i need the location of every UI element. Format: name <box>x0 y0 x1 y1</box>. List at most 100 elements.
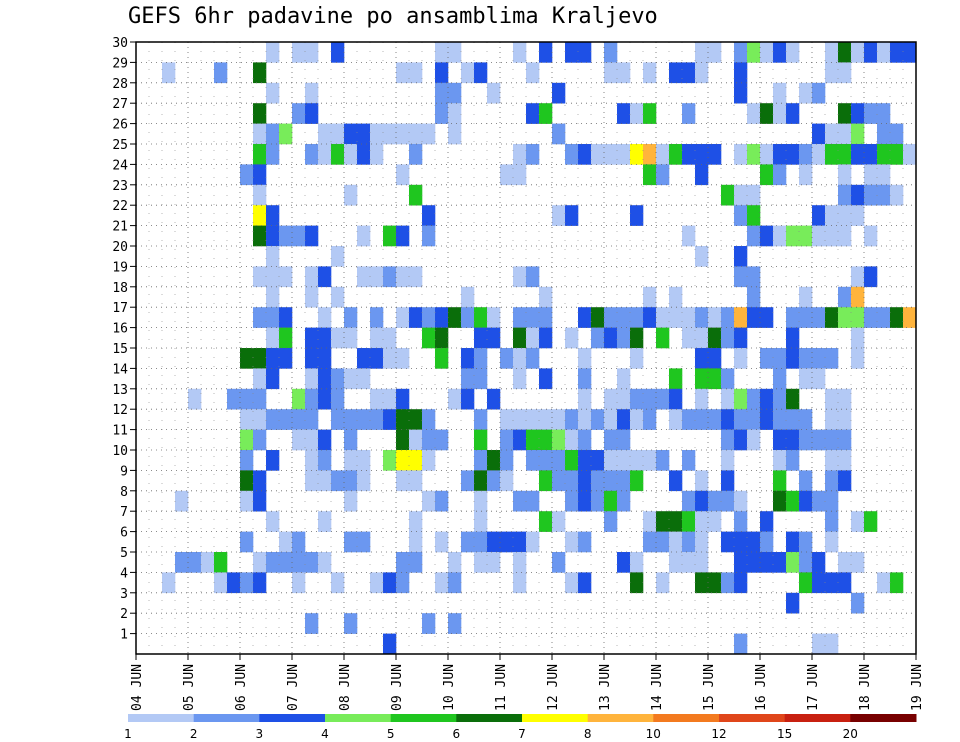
heatmap-cell <box>305 450 319 471</box>
heatmap-cell <box>318 307 332 328</box>
y-tick-label: 20 <box>112 240 128 255</box>
heatmap-cell <box>721 490 735 512</box>
heatmap-cell <box>526 429 540 451</box>
heatmap-cell <box>188 552 202 573</box>
heatmap-cell <box>760 511 774 532</box>
heatmap-cell <box>474 490 488 512</box>
heatmap-cell <box>513 490 527 512</box>
heatmap-cell <box>435 572 449 594</box>
heatmap-cell <box>799 225 813 247</box>
heatmap-cell <box>812 572 826 594</box>
heatmap-cell <box>734 266 748 288</box>
heatmap-cell <box>526 327 540 349</box>
heatmap-cell <box>708 327 722 349</box>
heatmap-cell <box>825 429 839 451</box>
heatmap-cell <box>877 42 891 63</box>
heatmap-cell <box>669 144 683 165</box>
heatmap-cell <box>760 144 774 165</box>
heatmap-cell <box>409 552 423 573</box>
heatmap-cell <box>682 531 696 553</box>
heatmap-cell <box>617 409 631 430</box>
heatmap-cell <box>695 62 709 84</box>
heatmap-cell <box>656 450 670 471</box>
heatmap-cell <box>864 42 878 63</box>
heatmap-cell <box>734 531 748 553</box>
heatmap-cell <box>864 103 878 124</box>
heatmap-cell <box>539 470 553 492</box>
heatmap-cell <box>253 552 267 573</box>
heatmap-cell <box>747 307 761 328</box>
heatmap-cell <box>552 82 566 104</box>
heatmap-cell <box>409 531 423 553</box>
heatmap-cell <box>786 388 800 410</box>
heatmap-cell <box>669 552 683 573</box>
heatmap-cell <box>461 348 475 369</box>
heatmap-cell <box>370 572 384 594</box>
heatmap-cell <box>240 531 254 553</box>
heatmap-cell <box>565 429 579 451</box>
heatmap-cell <box>812 552 826 573</box>
heatmap-cell <box>565 42 579 63</box>
heatmap-cell <box>266 307 280 328</box>
heatmap-cell <box>708 42 722 63</box>
heatmap-cell <box>721 368 735 390</box>
heatmap-cell <box>825 225 839 247</box>
heatmap-cell <box>279 552 293 573</box>
heatmap-cell <box>708 490 722 512</box>
y-tick-label: 6 <box>120 526 128 541</box>
legend-label: 7 <box>518 727 526 741</box>
heatmap-cell <box>279 531 293 553</box>
x-tick-label: 08 JUN <box>338 664 353 711</box>
heatmap-cell <box>292 42 306 63</box>
heatmap-cell <box>331 572 345 594</box>
heatmap-cell <box>396 266 410 288</box>
heatmap-cell <box>370 348 384 369</box>
legend-swatch <box>128 714 195 722</box>
heatmap-cell <box>578 348 592 369</box>
heatmap-cell <box>513 307 527 328</box>
heatmap-cell <box>799 572 813 594</box>
heatmap-cell <box>513 368 527 390</box>
heatmap-cell <box>838 552 852 573</box>
heatmap-cell <box>812 225 826 247</box>
heatmap-cell <box>266 42 280 63</box>
heatmap-cell <box>825 450 839 471</box>
heatmap-cell <box>747 409 761 430</box>
heatmap-cell <box>578 307 592 328</box>
y-tick-label: 28 <box>112 77 128 92</box>
heatmap-cell <box>773 103 787 124</box>
heatmap-cell <box>409 450 423 471</box>
heatmap-cell <box>539 42 553 63</box>
legend-label: 10 <box>646 727 661 741</box>
heatmap-cell <box>344 409 358 430</box>
heatmap-cell <box>565 490 579 512</box>
heatmap-cell <box>240 429 254 451</box>
heatmap-cell <box>825 62 839 84</box>
heatmap-cell <box>513 409 527 430</box>
gridlines <box>136 42 916 654</box>
heatmap-cell <box>331 409 345 430</box>
heatmap-cell <box>253 429 267 451</box>
heatmap-cell <box>825 511 839 532</box>
heatmap-cell <box>864 164 878 186</box>
heatmap-cell <box>448 307 462 328</box>
heatmap-cell <box>240 470 254 492</box>
heatmap-cell <box>643 450 657 471</box>
heatmap-cell <box>578 429 592 451</box>
heatmap-cell <box>786 409 800 430</box>
heatmap-cell <box>877 103 891 124</box>
heatmap-cell <box>448 388 462 410</box>
heatmap-cell <box>331 388 345 410</box>
heatmap-cell <box>513 552 527 573</box>
heatmap-cell <box>305 470 319 492</box>
heatmap-cell <box>383 348 397 369</box>
heatmap-cell <box>695 470 709 492</box>
heatmap-cell <box>461 368 475 390</box>
heatmap-cell <box>630 450 644 471</box>
heatmap-cell <box>617 490 631 512</box>
x-tick-label: 14 JUN <box>650 664 665 711</box>
heatmap-cell <box>422 409 436 430</box>
heatmap-cell <box>266 511 280 532</box>
heatmap-cell <box>734 388 748 410</box>
heatmap-cell <box>604 327 618 349</box>
